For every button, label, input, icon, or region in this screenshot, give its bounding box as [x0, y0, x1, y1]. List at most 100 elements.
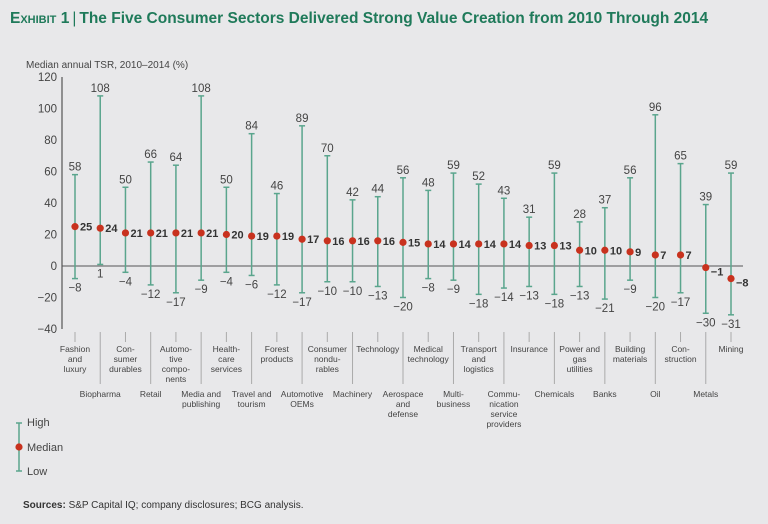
high-value-label: 46 [270, 181, 283, 193]
median-value-label: 14 [484, 239, 497, 251]
median-dot [222, 230, 230, 239]
median-value-label: 24 [105, 223, 118, 235]
median-dot [197, 229, 205, 237]
high-value-label: 48 [422, 177, 435, 189]
high-value-label: 96 [649, 102, 662, 114]
legend [15, 422, 23, 472]
category-label: Aerospace [383, 389, 424, 399]
category-label: Building [615, 344, 646, 354]
low-value-label: −12 [141, 289, 161, 301]
low-value-label: −9 [447, 284, 460, 296]
low-value-label: −8 [68, 283, 81, 295]
high-value-label: 52 [472, 171, 485, 183]
y-tick-label: 80 [44, 135, 57, 147]
category-label: Metals [693, 389, 718, 399]
median-value-label: 10 [610, 245, 622, 257]
high-value-label: 43 [498, 185, 511, 197]
low-value-label: −12 [267, 289, 287, 301]
median-dot [348, 237, 357, 245]
median-value-label: 14 [433, 239, 446, 251]
high-value-label: 56 [397, 165, 410, 177]
category-label: Machinery [333, 389, 373, 399]
median-value-label: 13 [534, 241, 546, 253]
median-dot [399, 238, 407, 246]
category-label: providers [486, 419, 521, 429]
category-label: Consumer [308, 344, 347, 354]
high-value-label: 84 [245, 121, 258, 133]
median-value-label: 7 [660, 250, 666, 262]
category-label: and [396, 399, 410, 409]
median-dot [172, 229, 180, 237]
category-label: tive [169, 354, 183, 364]
high-value-label: 89 [296, 113, 309, 125]
median-value-label: 10 [585, 245, 597, 257]
high-value-label: 64 [170, 152, 183, 164]
category-label: Medical [414, 344, 443, 354]
category-label: nents [166, 374, 187, 384]
high-value-label: 37 [598, 195, 611, 207]
y-tick-label: 40 [44, 198, 57, 210]
low-value-label: −17 [292, 297, 312, 309]
category-label: tourism [238, 399, 266, 409]
high-value-label: 50 [119, 174, 132, 186]
median-dot [273, 232, 281, 240]
category-label: gas [573, 354, 587, 364]
median-dot [727, 275, 735, 283]
median-dot [525, 241, 533, 250]
category-label: defense [388, 409, 419, 419]
low-value-label: −20 [393, 302, 413, 314]
high-value-label: 58 [69, 162, 82, 174]
low-value-label: −13 [570, 290, 590, 302]
median-dot [96, 224, 104, 232]
category-label: durables [109, 364, 142, 374]
legend-low-label: Low [27, 466, 48, 478]
category-label: care [218, 354, 235, 364]
low-value-label: −18 [545, 298, 565, 310]
high-value-label: 56 [624, 165, 637, 177]
median-dot [424, 240, 432, 248]
low-value-label: −31 [721, 319, 741, 331]
category-label: Mining [718, 344, 743, 354]
high-value-label: 108 [91, 83, 110, 95]
y-axis-label: Median annual TSR, 2010–2014 (%) [26, 60, 189, 71]
low-value-label: −20 [646, 302, 666, 314]
category-label: luxury [64, 364, 87, 374]
category-label: business [437, 399, 471, 409]
title-text: The Five Consumer Sectors Delivered Stro… [79, 10, 709, 27]
category-label: nication [489, 399, 519, 409]
low-value-label: 1 [97, 268, 103, 280]
category-label: products [261, 354, 294, 364]
category-label: Con- [116, 344, 135, 354]
category-label: nondu- [314, 354, 341, 364]
median-value-label: 21 [156, 228, 168, 240]
category-label: Technology [356, 344, 400, 354]
median-dot [323, 237, 331, 245]
high-value-label: 108 [192, 83, 211, 95]
median-dot [550, 241, 558, 250]
low-value-label: −17 [166, 297, 186, 309]
low-value-label: −17 [671, 297, 691, 309]
y-tick-label: 0 [51, 261, 57, 273]
y-tick-label: 20 [44, 230, 57, 242]
category-label: and [472, 354, 486, 364]
median-dot [248, 232, 256, 240]
low-value-label: −9 [624, 284, 637, 296]
median-value-label: 19 [282, 231, 294, 243]
category-label: Automo- [160, 344, 192, 354]
category-label: and [68, 354, 82, 364]
median-value-label: 16 [358, 236, 370, 248]
chart-title: Exhibit 1 | The Five Consumer Sectors Deli… [10, 10, 708, 28]
category-label: Insurance [510, 344, 548, 354]
median-dot [449, 240, 458, 248]
high-value-label: 59 [447, 160, 460, 172]
median-dot [576, 246, 584, 254]
legend-median-dot [15, 443, 23, 451]
y-tick-label: −40 [37, 324, 57, 336]
median-dot [475, 240, 483, 248]
y-tick-label: 120 [38, 72, 57, 84]
category-label: Forest [265, 344, 290, 354]
high-value-label: 65 [674, 151, 687, 163]
low-value-label: −8 [422, 283, 435, 295]
legend-median-label: Median [27, 442, 64, 454]
category-label: logistics [464, 364, 494, 374]
